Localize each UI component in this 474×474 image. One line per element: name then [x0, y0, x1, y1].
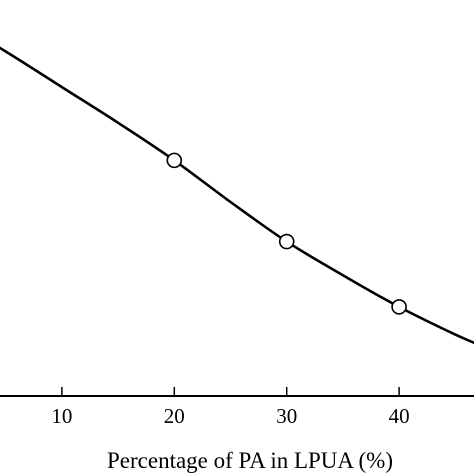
x-axis-title: Percentage of PA in LPUA (%) [107, 448, 393, 473]
plot-area [0, 46, 474, 345]
data-point [166, 152, 183, 169]
series-line [0, 46, 474, 345]
x-axis: 10 20 30 40 [0, 387, 474, 428]
x-tick-label: 10 [51, 404, 72, 428]
x-tick-label: 30 [276, 404, 297, 428]
data-point [391, 299, 407, 315]
x-tick-label: 20 [164, 404, 185, 428]
data-point [278, 233, 295, 250]
x-tick-label: 40 [389, 404, 410, 428]
